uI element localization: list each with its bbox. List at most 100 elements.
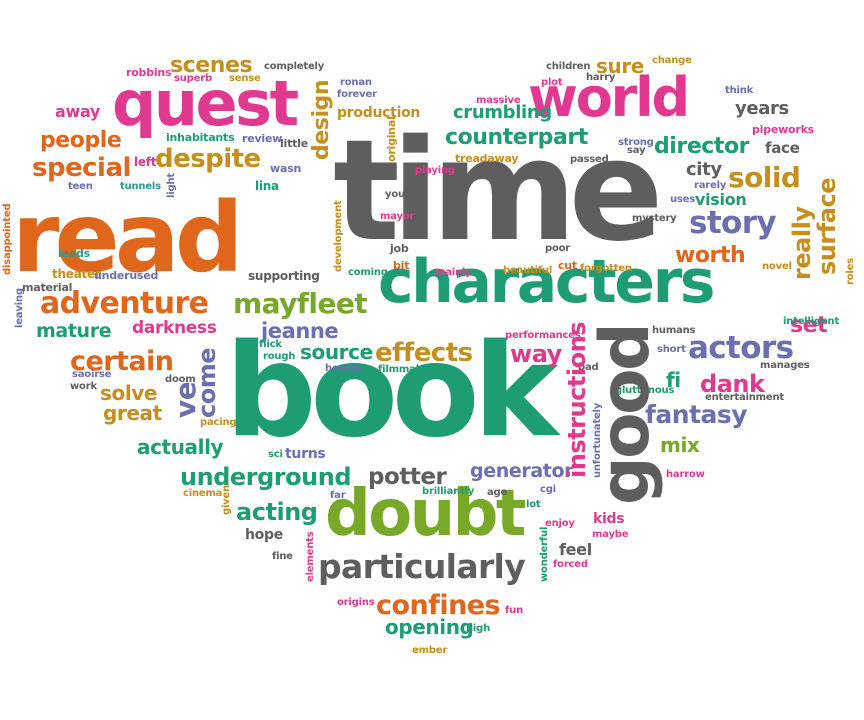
word-director: director (654, 134, 750, 159)
word-age: age (487, 487, 508, 498)
word-set: set (790, 313, 828, 338)
word-ember: ember (412, 645, 448, 656)
word-hope: hope (245, 527, 283, 543)
word-lina: lina (255, 179, 279, 193)
word-dank: dank (700, 370, 765, 398)
word-away: away (55, 102, 101, 121)
word-doubt: doubt (325, 477, 527, 551)
word-saoirse: saoirse (72, 369, 112, 380)
word-change: change (652, 55, 692, 66)
word-crumbling: crumbling (453, 102, 552, 123)
word-city: city (686, 159, 722, 180)
word-jeanne: jeanne (261, 319, 339, 343)
word-really: really (788, 206, 816, 280)
word-work: work (70, 381, 97, 392)
word-harrow: harrow (666, 469, 705, 480)
word-effects: effects (375, 338, 473, 368)
word-robbins: robbins (126, 66, 172, 79)
word-think: think (725, 85, 754, 96)
word-characters: characters (378, 247, 715, 317)
word-young: young (385, 189, 419, 200)
word-book: book (225, 317, 558, 466)
word-harry: harry (586, 72, 616, 83)
word-beautiful: beautiful (503, 265, 553, 276)
word-heroes: heroes (325, 363, 363, 374)
word-gluttonous: gluttonous (615, 385, 675, 396)
word-theater: theater (52, 267, 101, 281)
word-mayfleet: mayfleet (233, 287, 368, 320)
word-cgi: cgi (540, 484, 556, 495)
word-scenes: scenes (170, 53, 253, 78)
word-underused: underused (94, 269, 159, 282)
word-pacing: pacing (200, 417, 237, 428)
word-review: review (242, 132, 283, 145)
word-quest: quest (112, 67, 299, 140)
word-doom: doom (165, 374, 196, 385)
word-playing: playing (415, 165, 455, 176)
word-given: given (221, 484, 232, 515)
word-come: come (193, 347, 221, 418)
word-job: job (390, 242, 409, 255)
word-despite: despite (155, 144, 261, 174)
word-light: light (166, 173, 177, 198)
word-fine: fine (272, 551, 293, 562)
word-design: design (309, 79, 334, 160)
word-opening: opening (385, 615, 474, 639)
word-source: source (300, 340, 373, 364)
word-passed: passed (570, 154, 609, 165)
word-ronan: ronan (340, 77, 372, 88)
word-kids: kids (593, 511, 625, 527)
word-solve: solve (100, 381, 158, 405)
word-great: great (103, 401, 162, 425)
word-teen: teen (68, 181, 93, 192)
word-rough: rough (263, 351, 296, 362)
word-mystery: mystery (632, 213, 677, 224)
word-way: way (510, 340, 562, 368)
word-origins: origins (337, 597, 375, 608)
word-humans: humans (652, 325, 696, 336)
word-people: people (40, 128, 122, 153)
word-cinema: cinema (183, 488, 223, 499)
word-disappointed: disappointed (2, 203, 13, 275)
word-instructions: instructions (563, 321, 591, 478)
word-unfortunately: unfortunately (592, 402, 603, 478)
word-say: say (627, 145, 646, 156)
word-bad: bad (578, 362, 599, 373)
word-intelligent: intelligent (783, 316, 840, 327)
word-plot: plot (541, 77, 563, 88)
word-brilliantly: brilliantly (422, 486, 475, 497)
word-turns: turns (285, 446, 326, 462)
word-sense: sense (229, 73, 261, 84)
word-bit: bit (393, 259, 410, 272)
word-potter: potter (368, 464, 447, 490)
word-wonderful: wonderful (539, 526, 550, 582)
word-production: production (337, 105, 421, 121)
word-cut: cut (558, 259, 577, 272)
word-time: time (333, 110, 664, 273)
word-mainly: mainly (435, 267, 472, 278)
word-darkness: darkness (132, 318, 217, 338)
word-actors: actors (688, 330, 794, 366)
word-read: read (12, 182, 244, 294)
word-adventure: adventure (40, 286, 209, 321)
word-underground: underground (180, 463, 352, 491)
word-fantasy: fantasy (645, 400, 748, 429)
word-vision: vision (695, 190, 747, 209)
word-story: story (689, 205, 777, 241)
word-original: original (385, 116, 398, 162)
word-years: years (735, 98, 789, 119)
word-entertainment: entertainment (705, 392, 784, 403)
word-roles: roles (845, 258, 856, 285)
word-mayor: mayor (380, 211, 415, 222)
word-performances: performances (505, 330, 581, 341)
word-counterpart: counterpart (445, 125, 588, 150)
word-superb: superb (174, 73, 212, 84)
word-inhabitants: inhabitants (166, 131, 235, 144)
word-actually: actually (137, 435, 224, 459)
word-leaving: leaving (14, 288, 25, 328)
word-manages: manages (760, 360, 810, 371)
word-short: short (657, 344, 686, 355)
word-solid: solid (728, 161, 801, 194)
word-face: face (765, 139, 800, 157)
